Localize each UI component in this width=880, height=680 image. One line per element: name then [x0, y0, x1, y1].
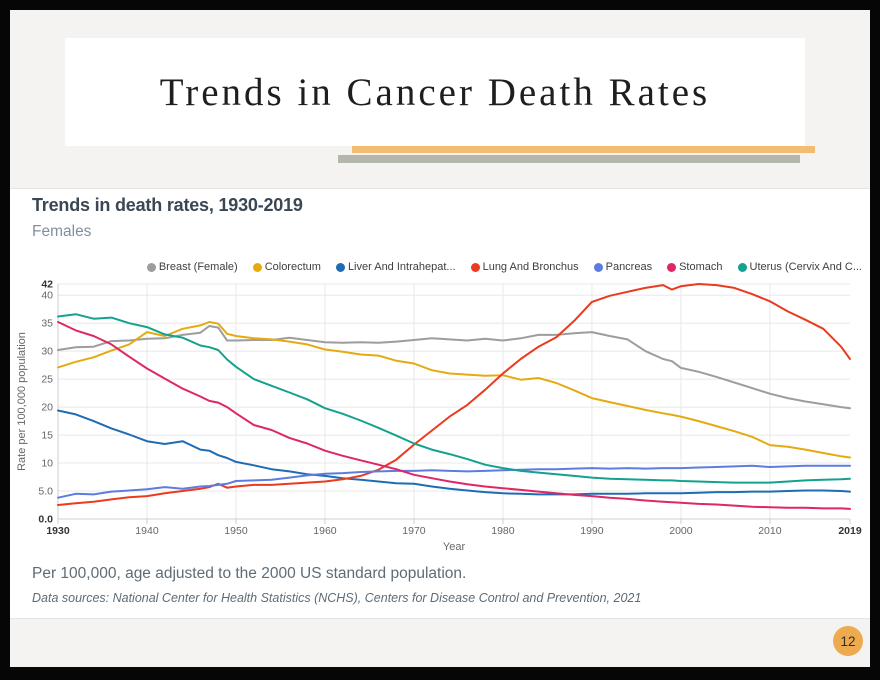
series-line: [57, 283, 851, 506]
chart-legend: Breast (Female) Colorectum Liver And Intra…: [146, 261, 862, 273]
y-tick-label: 5.0: [38, 486, 53, 498]
series-line: [57, 321, 851, 510]
x-tick-label: 2019: [838, 525, 862, 537]
y-axis-title: Rate per 100,000 population: [16, 332, 28, 471]
y-tick-label: 15: [41, 430, 53, 442]
y-tick-label: 42: [41, 279, 53, 291]
series-line: [57, 409, 851, 496]
y-tick-label: 25: [41, 374, 53, 386]
accent-bar-olive: [338, 155, 800, 163]
y-tick-label: 30: [41, 346, 53, 358]
legend-item: Stomach: [667, 261, 723, 273]
series-line: [57, 464, 851, 499]
chart-footnote: Per 100,000, age adjusted to the 2000 US…: [32, 565, 467, 582]
slide-title-box: Trends in Cancer Death Rates: [65, 38, 805, 146]
page-number: 12: [840, 633, 856, 649]
x-tick-label: 1930: [46, 525, 70, 537]
legend-label: Uterus (Cervix And C...: [749, 261, 862, 273]
chart-panel: Trends in death rates, 1930-2019 Females…: [10, 188, 870, 619]
y-tick-label: 35: [41, 318, 53, 330]
series-line: [57, 313, 851, 484]
legend-label: Stomach: [679, 261, 723, 273]
legend-dot-icon: [470, 262, 480, 272]
chart-subtitle: Females: [32, 223, 92, 240]
legend-item: Colorectum: [252, 261, 321, 273]
page-number-badge: 12: [833, 626, 863, 656]
legend-dot-icon: [146, 262, 156, 272]
legend-item: Breast (Female): [146, 261, 238, 273]
x-tick-label: 1940: [135, 525, 159, 537]
legend-item: Lung And Bronchus: [470, 261, 579, 273]
x-tick-label: 1950: [224, 525, 248, 537]
accent-bar-orange: [352, 146, 815, 153]
x-axis-title: Year: [442, 541, 466, 553]
series-line: [57, 325, 851, 410]
legend-dot-icon: [335, 262, 345, 272]
legend-item: Liver And Intrahepat...: [335, 261, 456, 273]
chart-title: Trends in death rates, 1930-2019: [32, 195, 303, 215]
legend-dot-icon: [667, 262, 677, 272]
legend-dot-icon: [593, 262, 603, 272]
chart-source: Data sources: National Center for Health…: [32, 591, 642, 605]
series-line: [57, 321, 851, 459]
legend-dot-icon: [252, 262, 262, 272]
legend-item: Pancreas: [593, 261, 653, 273]
slide: Trends in Cancer Death Rates Trends in d…: [10, 10, 870, 667]
x-tick-label: 2000: [669, 525, 693, 537]
x-tick-label: 1960: [313, 525, 337, 537]
y-tick-label: 0.0: [38, 514, 53, 526]
x-tick-label: 2010: [758, 525, 782, 537]
legend-label: Colorectum: [264, 261, 321, 273]
legend-label: Liver And Intrahepat...: [347, 261, 456, 273]
legend-label: Pancreas: [605, 261, 653, 273]
x-tick-label: 1990: [580, 525, 604, 537]
x-tick-label: 1980: [491, 525, 515, 537]
y-tick-label: 20: [41, 402, 53, 414]
y-tick-label: 40: [41, 290, 53, 302]
legend-label: Lung And Bronchus: [482, 261, 579, 273]
legend-label: Breast (Female): [158, 261, 238, 273]
y-tick-label: 10: [41, 458, 53, 470]
legend-dot-icon: [737, 262, 747, 272]
legend-item: Uterus (Cervix And C...: [737, 261, 862, 273]
x-tick-label: 1970: [402, 525, 426, 537]
slide-title: Trends in Cancer Death Rates: [159, 70, 711, 114]
